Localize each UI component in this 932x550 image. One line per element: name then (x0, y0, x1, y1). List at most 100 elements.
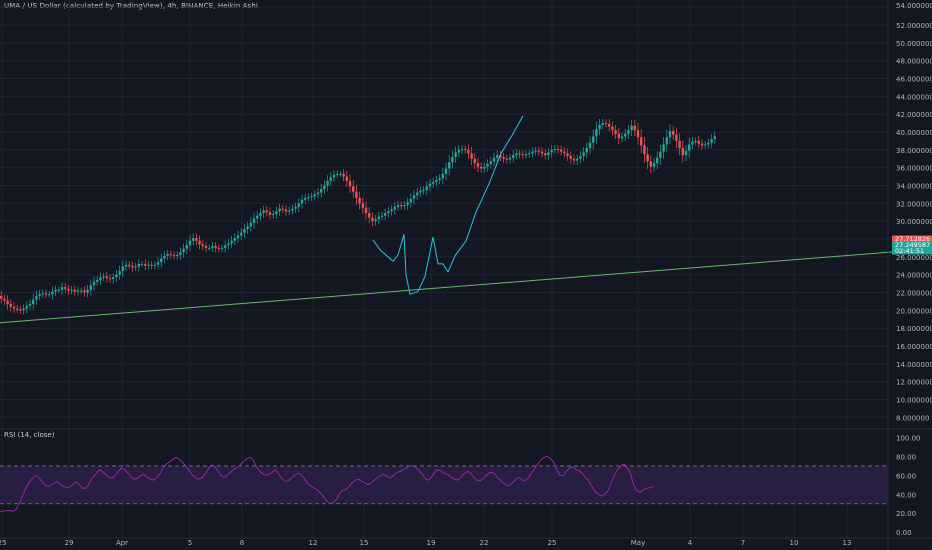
candle-body (403, 205, 406, 207)
candle-body (422, 189, 425, 191)
candle-body (480, 166, 483, 169)
price-label-text: 02:41:51 (895, 247, 924, 255)
rsi-band (0, 465, 888, 505)
rsi-title: RSI (14, close) (4, 431, 55, 439)
candle-body (508, 157, 512, 160)
candle-body (515, 153, 518, 156)
candle-body (643, 145, 646, 155)
candle-body (115, 274, 118, 278)
candle-body (320, 189, 323, 193)
trendline[interactable] (0, 248, 932, 324)
candle-body (476, 163, 480, 167)
candle-body (358, 197, 361, 204)
y-tick-label: 42.000000 (896, 111, 932, 119)
candle-body (710, 139, 713, 143)
candle-body (32, 299, 35, 305)
x-tick-label: 4 (688, 539, 693, 547)
candle-body (137, 263, 140, 267)
candle-body (214, 246, 217, 248)
candle-body (563, 151, 566, 154)
y-tick-label: 12.000000 (896, 379, 932, 387)
candle-body (547, 152, 550, 156)
candle-body (326, 181, 329, 186)
candle-body (448, 162, 451, 169)
candle-body (121, 266, 124, 272)
y-tick-label: 30.000000 (896, 218, 932, 226)
candle-body (134, 266, 137, 268)
candle-body (371, 217, 374, 222)
candle-body (400, 205, 403, 207)
candle-body (601, 123, 604, 125)
candle-body (598, 124, 601, 130)
candle-body (60, 287, 64, 290)
candle-body (569, 156, 572, 159)
candle-body (681, 148, 684, 156)
freehand-path[interactable] (372, 115, 524, 295)
candle-body (227, 243, 230, 246)
candle-body (35, 296, 38, 300)
candle-body (672, 131, 675, 135)
candle-body (310, 196, 313, 198)
price-label-bg (892, 247, 932, 255)
y-tick-label: 18.000000 (896, 325, 932, 333)
candle-body (179, 252, 182, 256)
candle-body (278, 208, 281, 212)
candle-body (713, 136, 716, 140)
candle-body (105, 276, 108, 279)
candle-body (432, 181, 435, 184)
candle-body (524, 154, 528, 156)
candle-body (675, 134, 678, 141)
candle-body (352, 186, 355, 192)
candle-body (288, 210, 291, 212)
x-tick-label: 7 (741, 539, 745, 547)
candle-body (441, 173, 444, 179)
candle-body (457, 149, 460, 153)
candle-body (284, 209, 288, 212)
candle-body (678, 140, 681, 149)
candle-body (393, 206, 396, 210)
candle-body (348, 181, 352, 187)
candle-body (252, 218, 256, 223)
candle-body (425, 186, 428, 190)
price-label-bg (892, 235, 932, 243)
candle-body (124, 264, 128, 267)
candle-body (44, 293, 48, 295)
candle-body (704, 144, 707, 146)
candle-body (528, 153, 531, 155)
candle-body (342, 173, 345, 177)
x-tick-label: 19 (427, 539, 436, 547)
trendline-line[interactable] (0, 248, 932, 324)
candle-body (646, 154, 649, 162)
candle-body (291, 208, 294, 211)
y-tick-label: 32.000000 (896, 200, 932, 208)
candle-body (451, 156, 454, 163)
candle-body (684, 150, 688, 156)
freehand-drawing[interactable] (372, 115, 524, 295)
candle-body (217, 247, 220, 249)
candle-body (540, 151, 544, 154)
candle-body (86, 289, 89, 293)
candle-body (640, 137, 643, 146)
candle-body (608, 123, 611, 127)
candle-body (243, 229, 246, 233)
candle-body (144, 263, 147, 266)
candle-body (89, 285, 92, 290)
candle-body (364, 207, 368, 214)
candle-body (64, 287, 67, 289)
candle-body (374, 219, 377, 222)
candle-body (211, 246, 214, 248)
candle-body (118, 271, 121, 275)
candle-body (307, 197, 310, 199)
rsi-polyline (0, 456, 653, 512)
candle-body (204, 246, 208, 248)
candle-body (28, 304, 32, 306)
rsi-tick-label: 100.00 (896, 435, 921, 443)
y-tick-label: 10.000000 (896, 396, 932, 404)
rsi-tick-label: 80.00 (896, 453, 916, 461)
x-tick-label: 8 (240, 539, 244, 547)
y-tick-label: 46.000000 (896, 75, 932, 83)
candle-body (22, 308, 25, 311)
